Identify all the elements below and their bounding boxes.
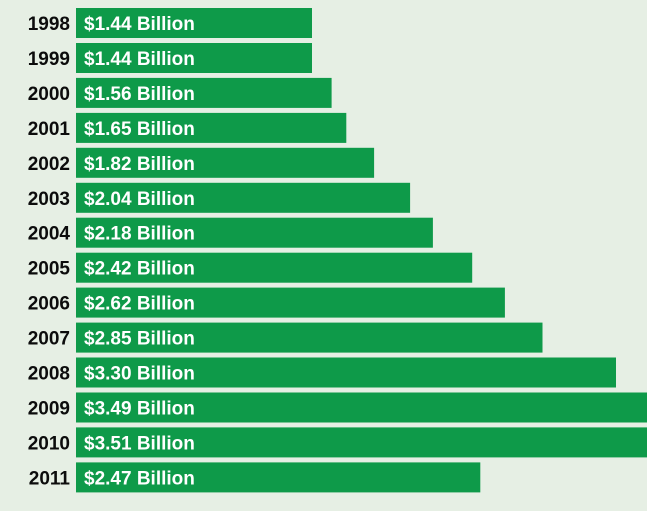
value-label-2010: $3.51 Billion bbox=[84, 433, 195, 454]
year-label-2011: 2011 bbox=[29, 468, 71, 489]
bar-2011 bbox=[76, 462, 481, 493]
year-label-1999: 1999 bbox=[28, 49, 70, 70]
year-label-2008: 2008 bbox=[28, 364, 70, 385]
value-label-2011: $2.47 Billion bbox=[84, 468, 195, 489]
year-label-2002: 2002 bbox=[28, 154, 70, 175]
value-label-2005: $2.42 Billion bbox=[84, 259, 195, 280]
year-label-2005: 2005 bbox=[28, 259, 71, 280]
bar-rows: 1998 $1.44 Billion 1999 $1.44 Billion 2000 $1… bbox=[28, 8, 647, 493]
year-label-2010: 2010 bbox=[28, 433, 70, 454]
value-label-2004: $2.18 Billion bbox=[84, 224, 195, 245]
bar-2004 bbox=[76, 217, 433, 248]
year-label-2004: 2004 bbox=[28, 224, 71, 245]
bar-2005 bbox=[76, 252, 473, 283]
value-label-1998: $1.44 Billion bbox=[84, 14, 195, 35]
bar-2008 bbox=[76, 357, 616, 388]
value-label-1999: $1.44 Billion bbox=[84, 49, 195, 70]
bar-1999 bbox=[76, 43, 312, 73]
value-label-2007: $2.85 Billion bbox=[84, 329, 195, 350]
year-label-1998: 1998 bbox=[28, 14, 70, 35]
value-label-2002: $1.82 Billion bbox=[84, 154, 195, 175]
bar-2007 bbox=[76, 322, 543, 353]
year-label-2003: 2003 bbox=[28, 189, 70, 210]
bar-2009 bbox=[76, 392, 647, 423]
year-label-2006: 2006 bbox=[28, 294, 70, 315]
bar-2010 bbox=[76, 427, 647, 458]
bar-2003 bbox=[76, 182, 411, 213]
bar-2001 bbox=[76, 112, 347, 143]
value-label-2009: $3.49 Billion bbox=[84, 399, 195, 420]
value-label-2000: $1.56 Billion bbox=[84, 84, 195, 105]
bar-2002 bbox=[76, 147, 375, 178]
value-label-2001: $1.65 Billion bbox=[84, 119, 195, 140]
bar-2000 bbox=[76, 77, 332, 108]
value-label-2003: $2.04 Billion bbox=[84, 189, 195, 210]
year-label-2007: 2007 bbox=[28, 329, 70, 350]
bar-1998 bbox=[76, 8, 312, 38]
bar-2006 bbox=[76, 287, 505, 318]
year-label-2000: 2000 bbox=[28, 84, 70, 105]
year-label-2009: 2009 bbox=[28, 399, 70, 420]
value-label-2008: $3.30 Billion bbox=[84, 364, 195, 385]
value-label-2006: $2.62 Billion bbox=[84, 294, 195, 315]
year-label-2001: 2001 bbox=[28, 119, 71, 140]
